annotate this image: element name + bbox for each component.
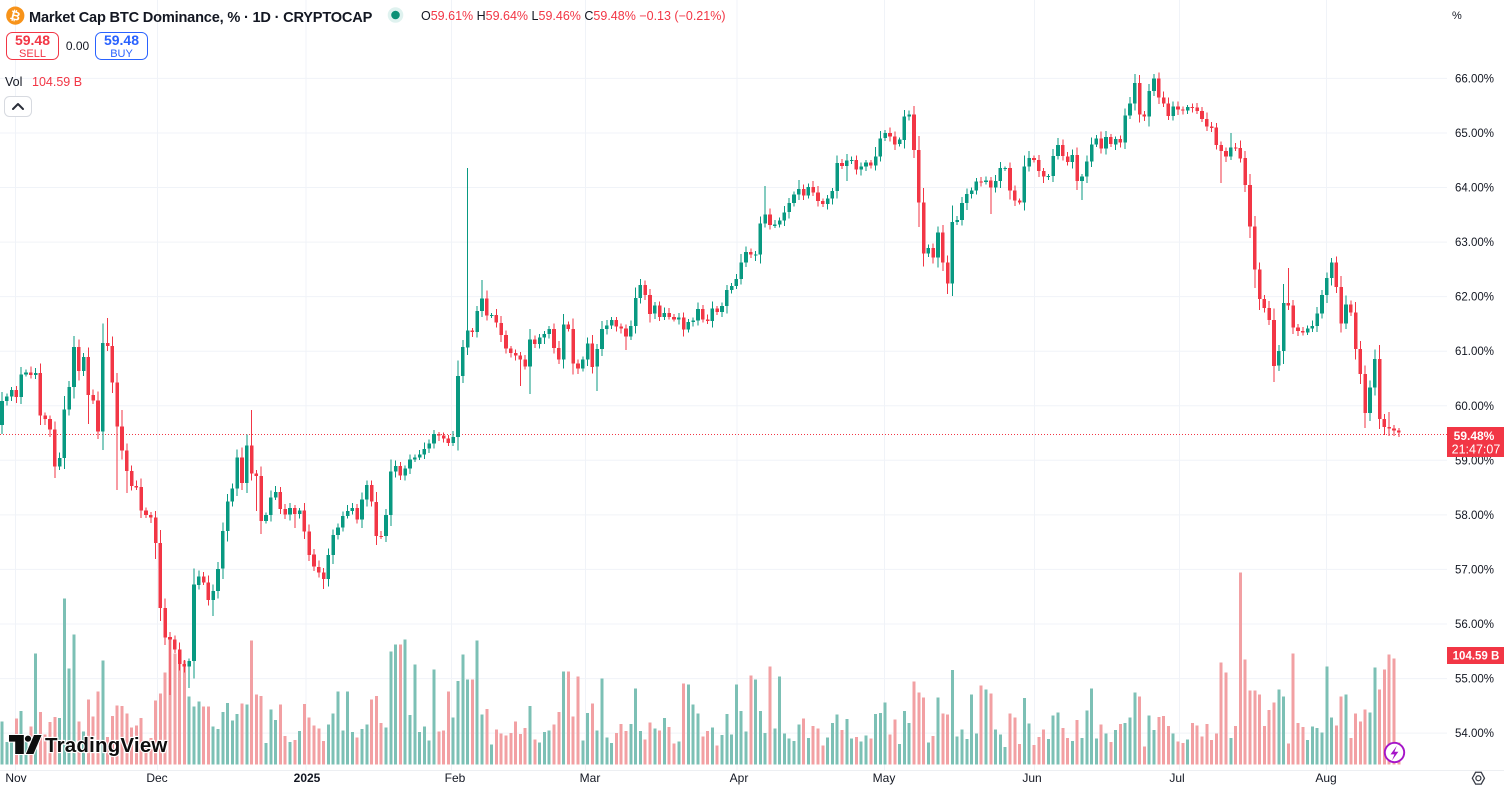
svg-text:O59.61% H59.64% L59.46% C59.48: O59.61% H59.64% L59.46% C59.48% −0.13 (−… (421, 9, 725, 23)
svg-text:Aug: Aug (1315, 771, 1336, 785)
svg-text:62.00%: 62.00% (1455, 292, 1494, 304)
svg-text:61.00%: 61.00% (1455, 346, 1494, 358)
svg-text:104.59 B: 104.59 B (1453, 651, 1500, 663)
svg-text:Vol: Vol (5, 75, 22, 89)
svg-text:May: May (873, 771, 896, 785)
svg-text:Mar: Mar (580, 771, 601, 785)
svg-text:Dec: Dec (146, 771, 167, 785)
svg-text:63.00%: 63.00% (1455, 237, 1494, 249)
svg-text:₿: ₿ (9, 8, 22, 24)
svg-text:56.00%: 56.00% (1455, 619, 1494, 631)
svg-text:Nov: Nov (5, 771, 26, 785)
svg-text:58.00%: 58.00% (1455, 510, 1494, 522)
svg-text:59.00%: 59.00% (1455, 455, 1494, 467)
svg-text:TradingView: TradingView (45, 734, 168, 757)
svg-text:Jun: Jun (1022, 771, 1041, 785)
svg-text:Feb: Feb (445, 771, 466, 785)
svg-text:59.48: 59.48 (15, 32, 50, 48)
svg-text:64.00%: 64.00% (1455, 183, 1494, 195)
svg-text:59.48: 59.48 (104, 32, 139, 48)
svg-text:57.00%: 57.00% (1455, 564, 1494, 576)
svg-text:55.00%: 55.00% (1455, 674, 1494, 686)
svg-text:104.59 B: 104.59 B (32, 75, 82, 89)
svg-text:%: % (1452, 10, 1462, 22)
svg-text:Apr: Apr (730, 771, 749, 785)
svg-text:60.00%: 60.00% (1455, 401, 1494, 413)
svg-text:Jul: Jul (1169, 771, 1184, 785)
svg-text:65.00%: 65.00% (1455, 128, 1494, 140)
svg-text:0.00: 0.00 (66, 39, 90, 53)
svg-text:66.00%: 66.00% (1455, 73, 1494, 85)
svg-text:21:47:07: 21:47:07 (1452, 443, 1501, 457)
svg-text:Market Cap BTC Dominance, % ·: Market Cap BTC Dominance, % · 1D · CRYPT… (29, 10, 373, 26)
svg-text:SELL: SELL (19, 48, 46, 60)
svg-text:59.48%: 59.48% (1454, 429, 1495, 443)
svg-text:2025: 2025 (294, 771, 321, 785)
svg-text:BUY: BUY (110, 48, 133, 60)
svg-text:54.00%: 54.00% (1455, 728, 1494, 740)
